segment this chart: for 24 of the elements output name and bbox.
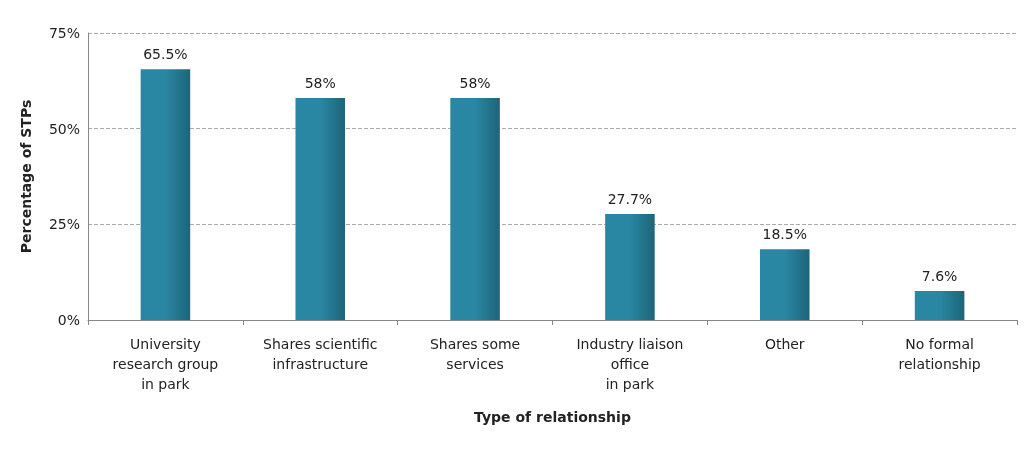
y-tick-label: 50% [48,120,80,137]
data-label: 7.6% [921,267,958,284]
data-label: 58% [304,75,336,92]
x-tick-label: Shares some services [429,336,521,372]
x-axis-title: Type of relationship [474,409,631,425]
x-tick-label: Other [764,336,805,352]
bar [295,98,346,320]
data-label: 18.5% [762,226,807,243]
bar [914,290,965,320]
x-tick-label: University research group in park [112,336,219,392]
bar [140,69,191,320]
data-label: 27.7% [607,191,653,207]
data-label: 65.5% [143,46,188,63]
bar [759,249,810,320]
y-tick-label: 0% [57,312,80,328]
y-tick-label: 25% [48,216,80,233]
x-tick-label: Industry liaison office in park [576,336,684,392]
x-tick-label: Shares scientific infrastructure [263,336,378,372]
bar [605,214,655,320]
y-axis-title: Percentage of STPs [18,99,34,254]
bar [450,98,500,320]
x-tick-label: No formal relationship [898,336,981,372]
data-label: 58% [459,75,491,92]
y-tick-label: 75% [48,25,80,41]
